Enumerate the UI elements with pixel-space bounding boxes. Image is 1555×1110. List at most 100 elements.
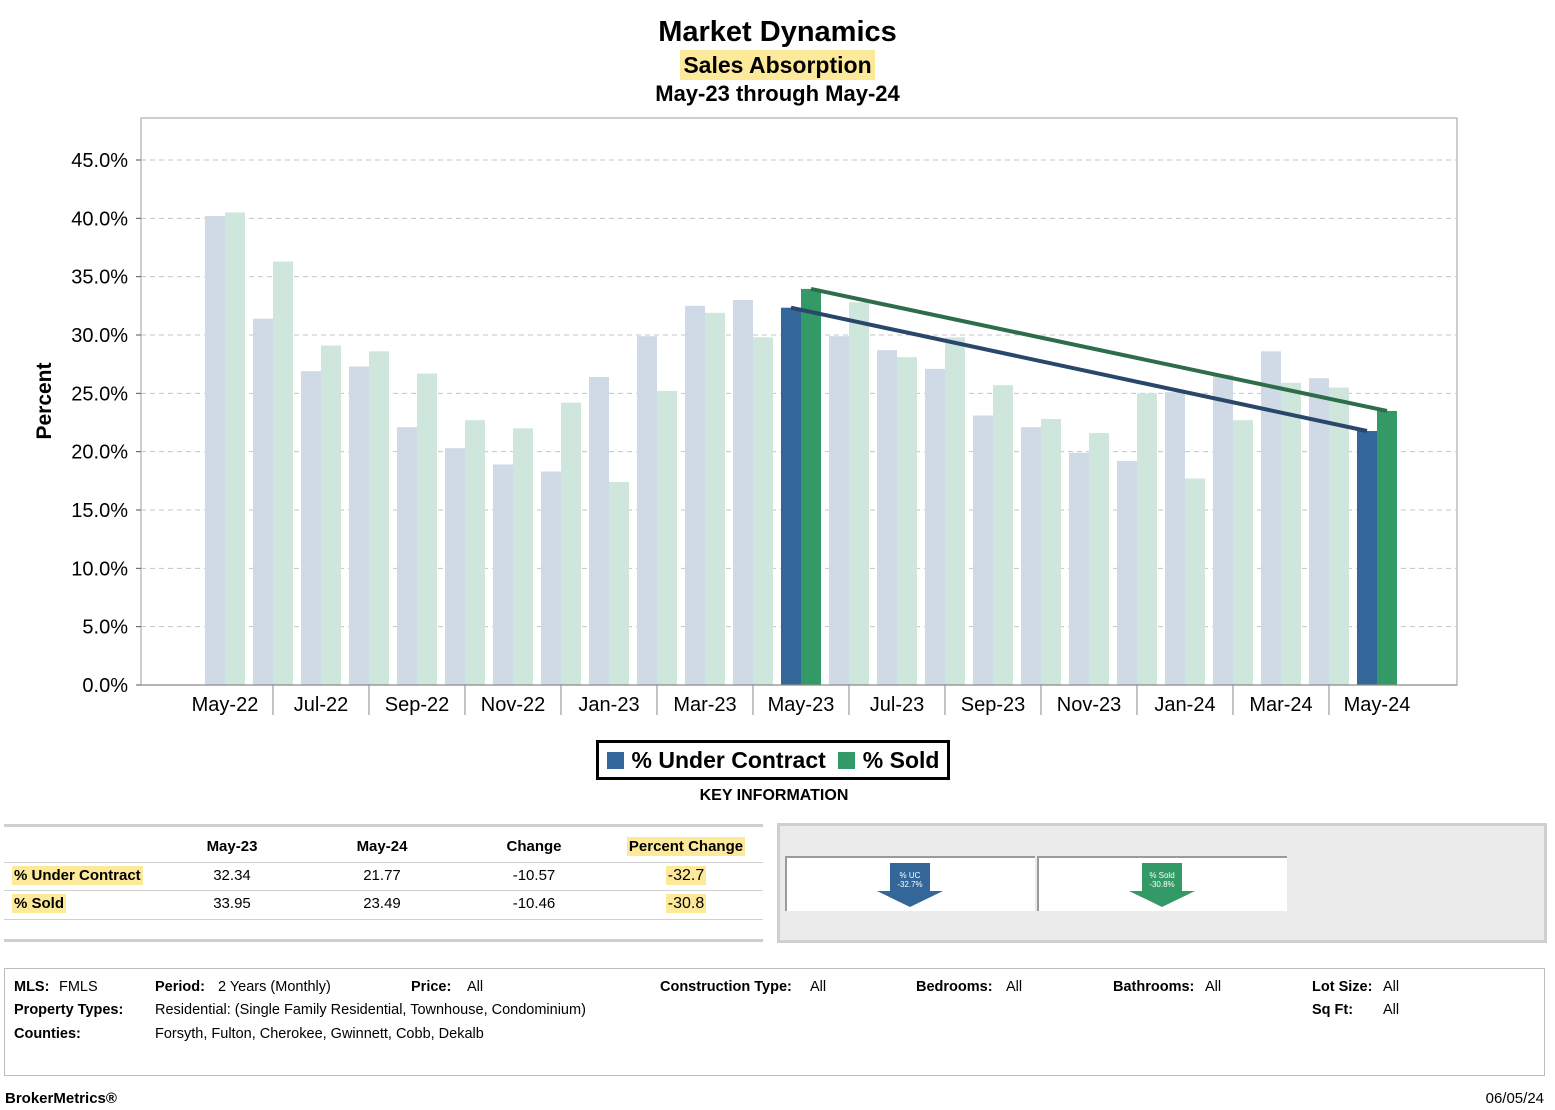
bar-under-contract — [925, 368, 945, 685]
legend-label-sold: % Sold — [862, 746, 940, 773]
x-tick-label: May-23 — [768, 694, 835, 716]
table-cell: -10.46 — [512, 895, 556, 912]
bar-sold — [1089, 433, 1109, 685]
bar-chart: 0.0% 5.0% 10.0% 15.0% 20.0% 25.0% 30.0% 35.0% 40… — [33, 117, 1458, 716]
indicator-value: -30.8% — [1149, 880, 1175, 889]
y-tick-label: 20.0% — [71, 442, 128, 464]
bar-sold — [657, 391, 677, 685]
chart-title: Market Dynamics — [658, 16, 897, 48]
price-label: Price: — [411, 979, 452, 995]
bar-sold — [705, 312, 725, 685]
row-label: % Under Contract — [12, 866, 143, 885]
table-cell: -30.8 — [616, 894, 756, 913]
bar-under-contract — [1069, 452, 1089, 685]
bar-under-contract — [349, 366, 369, 685]
arrow-down-icon — [1129, 863, 1195, 907]
y-tick-label: 30.0% — [71, 325, 128, 347]
bar-sold — [897, 357, 917, 685]
report-date: 06/05/24 — [1485, 1090, 1544, 1107]
bathrooms-value: All — [1205, 979, 1222, 995]
table-cell: 21.77 — [363, 867, 401, 884]
bar-sold — [801, 288, 821, 685]
date-range: May-23 through May-24 — [655, 81, 900, 106]
bar-sold — [369, 351, 389, 685]
table-cell: -10.57 — [512, 867, 556, 884]
bar-under-contract — [541, 471, 561, 685]
y-tick-label: 5.0% — [82, 617, 128, 639]
bar-under-contract — [781, 307, 801, 685]
bar-sold — [1329, 387, 1349, 685]
bar-sold — [945, 337, 965, 685]
indicator-name: % UC — [899, 871, 921, 880]
construction-type-label: Construction Type: — [660, 979, 792, 995]
bar-under-contract — [973, 415, 993, 685]
indicator-panel: % UC -32.7% % Sold -30.8% — [777, 823, 1547, 943]
column-header: May-24 — [356, 838, 408, 855]
indicator-under-contract: % UC -32.7% — [785, 856, 1035, 911]
bar-under-contract — [253, 318, 273, 685]
bar-under-contract — [1309, 378, 1329, 685]
legend-item-under-contract: % Under Contract — [606, 746, 826, 774]
x-tick-label: Jan-23 — [578, 694, 639, 716]
bar-sold — [1041, 419, 1061, 685]
percent-change-value: -32.7 — [665, 866, 707, 885]
table-cell: 23.49 — [363, 895, 401, 912]
y-tick-label: 40.0% — [71, 208, 128, 230]
price-value: All — [467, 979, 484, 995]
mls-value: FMLS — [59, 979, 98, 995]
legend-item-sold: % Sold — [837, 746, 940, 774]
bar-under-contract — [1021, 427, 1041, 685]
bedrooms-label: Bedrooms: — [916, 979, 993, 995]
column-header: Change — [506, 838, 562, 855]
table-cell: -32.7 — [616, 866, 756, 885]
y-tick-label: 15.0% — [71, 500, 128, 522]
sqft-label: Sq Ft: — [1312, 1002, 1354, 1018]
y-tick-label: 25.0% — [71, 383, 128, 405]
y-axis-label: Percent — [33, 362, 56, 439]
construction-type-value: All — [810, 979, 827, 995]
bar-under-contract — [445, 448, 465, 685]
property-types-label: Property Types: — [14, 1002, 124, 1018]
bar-sold — [1281, 382, 1301, 685]
bar-sold — [417, 373, 437, 685]
bar-under-contract — [205, 216, 225, 685]
bar-under-contract — [733, 300, 753, 685]
bar-sold — [1377, 410, 1397, 685]
chart-header: Market Dynamics Sales Absorption May-23 … — [0, 14, 1555, 108]
bar-sold — [225, 212, 245, 685]
trend-line-sold — [810, 286, 1388, 413]
bedrooms-value: All — [1006, 979, 1023, 995]
indicator-sold: % Sold -30.8% — [1037, 856, 1287, 911]
bar-sold — [753, 337, 773, 685]
bar-sold — [1233, 420, 1253, 685]
bar-sold — [465, 420, 485, 685]
x-tick-label: Jul-23 — [870, 694, 924, 716]
key-information-table: May-23 May-24 Change Percent Change % Un… — [4, 824, 763, 942]
report-parameters: MLS: FMLS Period: 2 Years (Monthly) Pric… — [4, 968, 1545, 1076]
bar-under-contract — [637, 336, 657, 685]
legend-label-under-contract: % Under Contract — [631, 746, 826, 773]
x-tick-label: Mar-23 — [673, 694, 736, 716]
y-tick-label: 45.0% — [71, 150, 128, 172]
x-tick-label: May-22 — [192, 694, 259, 716]
bar-under-contract — [397, 427, 417, 685]
row-label-text: % Under Contract — [12, 866, 143, 885]
period-value: 2 Years (Monthly) — [218, 979, 331, 995]
bar-under-contract — [1357, 431, 1377, 685]
row-label-text: % Sold — [12, 894, 67, 913]
x-tick-label: Jan-24 — [1154, 694, 1215, 716]
indicator-name: % Sold — [1149, 871, 1175, 880]
row-label: % Sold — [12, 894, 67, 913]
percent-change-header: Percent Change — [626, 837, 746, 856]
y-tick-label: 0.0% — [82, 675, 128, 697]
x-tick-label: Sep-23 — [961, 694, 1026, 716]
indicator-label: % Sold -30.8% — [1129, 871, 1195, 889]
legend-swatch-sold — [837, 751, 855, 769]
x-tick-label: Jul-22 — [294, 694, 348, 716]
lot-size-value: All — [1383, 979, 1400, 995]
mls-label: MLS: — [14, 979, 50, 995]
x-tick-label: Nov-22 — [481, 694, 545, 716]
bar-sold — [609, 482, 629, 685]
bar-under-contract — [589, 377, 609, 685]
bar-sold — [1137, 393, 1157, 685]
